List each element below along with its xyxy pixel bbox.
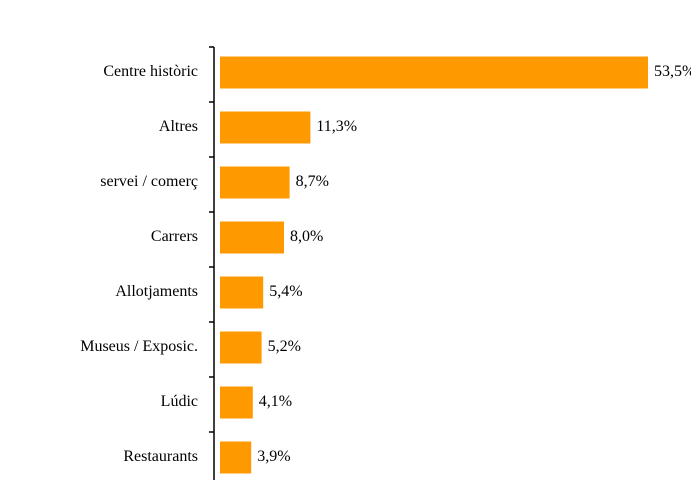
y-tick-label: Altres bbox=[159, 118, 198, 135]
value-label: 5,2% bbox=[268, 338, 301, 355]
y-tick-label: Museus / Exposic. bbox=[80, 338, 198, 355]
value-label: 8,7% bbox=[296, 173, 329, 190]
bar bbox=[220, 441, 252, 474]
y-tick-label: Carrers bbox=[151, 228, 198, 245]
y-tick-label: Centre històric bbox=[103, 63, 198, 80]
y-tick-label: servei / comerç bbox=[100, 173, 198, 190]
value-label: 4,1% bbox=[259, 393, 292, 410]
bar bbox=[220, 221, 284, 254]
bar bbox=[220, 331, 262, 364]
value-label: 11,3% bbox=[316, 118, 357, 135]
bar bbox=[220, 166, 290, 199]
y-tick-label: Lúdic bbox=[161, 393, 198, 410]
bar bbox=[220, 276, 264, 309]
value-label: 53,5% bbox=[654, 63, 691, 80]
bar bbox=[220, 111, 311, 144]
y-tick-label: Restaurants bbox=[123, 448, 198, 465]
bar bbox=[220, 56, 648, 89]
value-label: 8,0% bbox=[290, 228, 323, 245]
value-label: 3,9% bbox=[257, 448, 290, 465]
bar bbox=[220, 386, 253, 419]
y-tick-label: Allotjaments bbox=[115, 283, 198, 300]
value-label: 5,4% bbox=[269, 283, 302, 300]
